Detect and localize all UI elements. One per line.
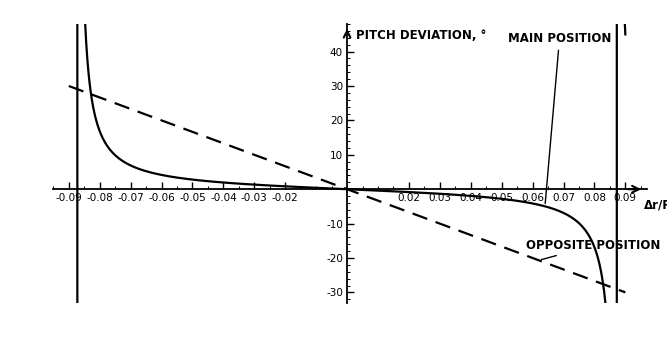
Text: MAIN POSITION: MAIN POSITION bbox=[508, 32, 611, 204]
Text: PITCH DEVIATION, °: PITCH DEVIATION, ° bbox=[356, 29, 487, 42]
Text: OPPOSITE POSITION: OPPOSITE POSITION bbox=[526, 239, 661, 260]
Text: Δr/R0: Δr/R0 bbox=[644, 199, 667, 212]
